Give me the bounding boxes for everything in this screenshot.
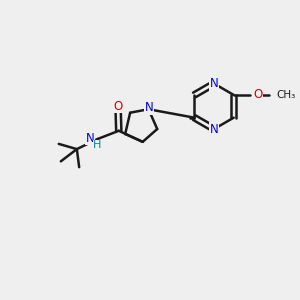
Text: CH₃: CH₃ <box>277 90 296 100</box>
Text: O: O <box>253 88 262 101</box>
Text: O: O <box>114 100 123 112</box>
Text: H: H <box>93 140 102 150</box>
Text: N: N <box>210 77 218 90</box>
Text: N: N <box>210 122 218 136</box>
Text: N: N <box>145 101 154 114</box>
Text: N: N <box>85 132 94 145</box>
